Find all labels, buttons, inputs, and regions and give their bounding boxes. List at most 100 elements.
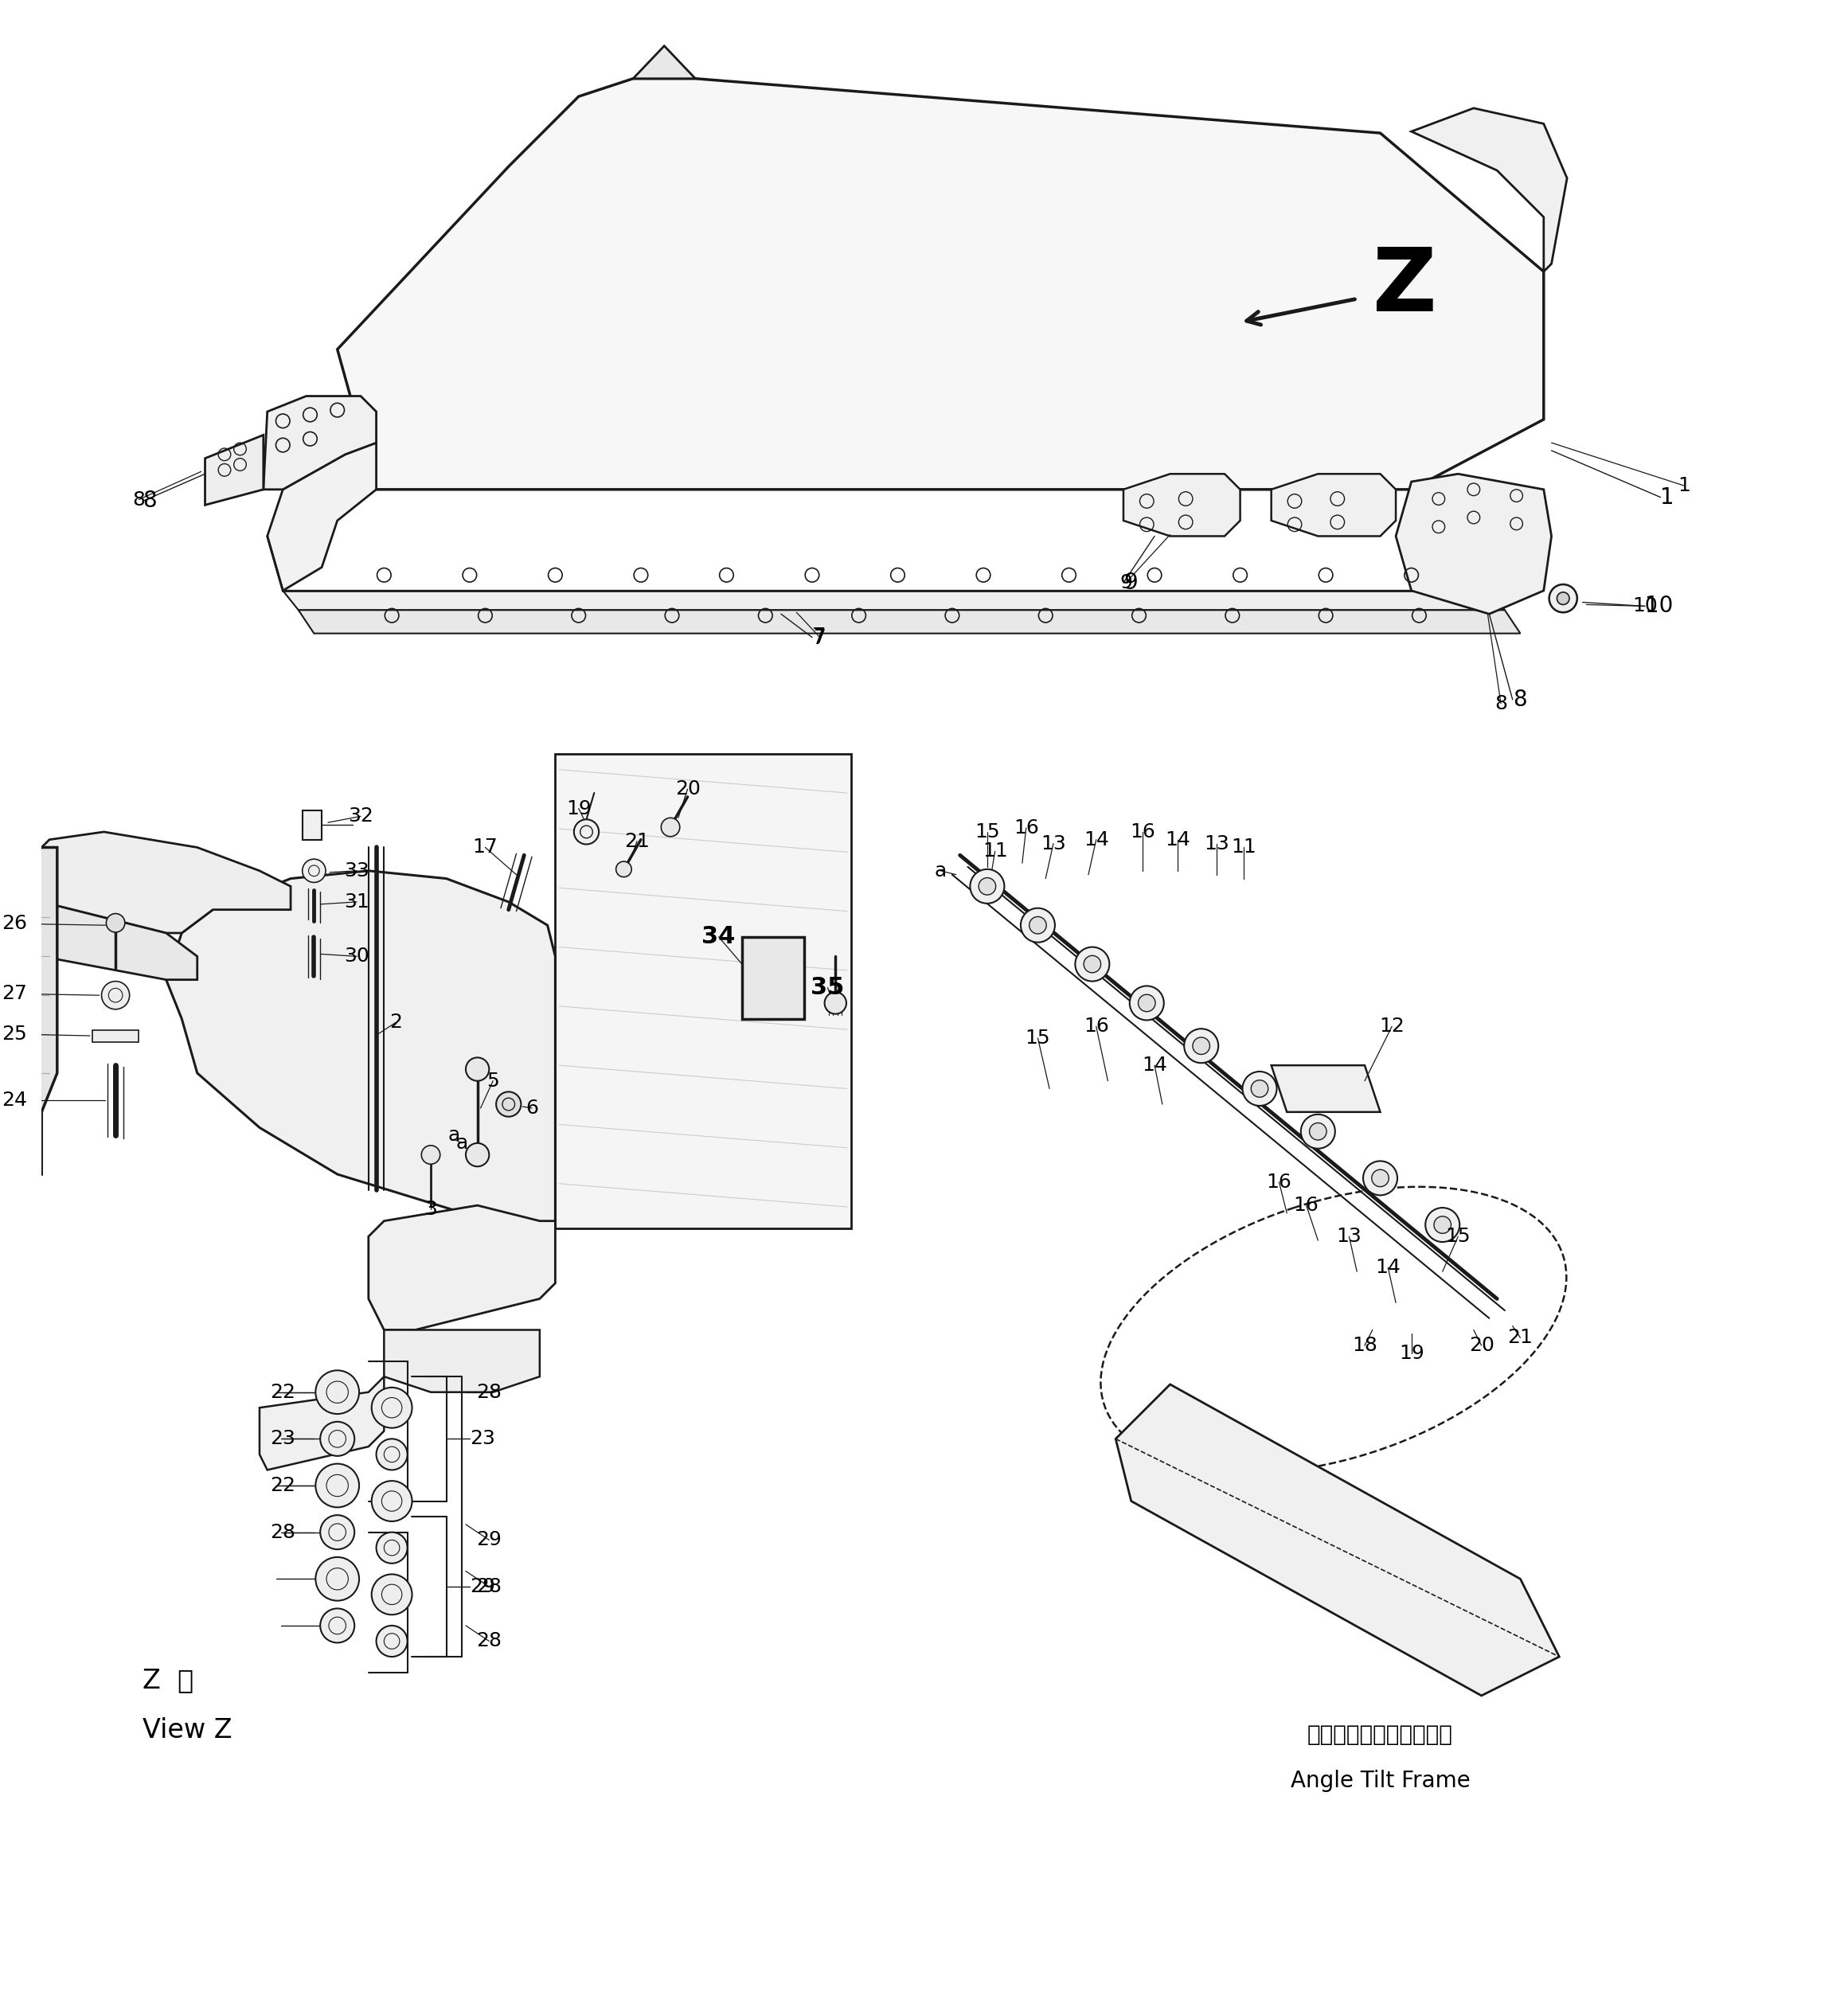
Text: 29: 29: [469, 1576, 495, 1596]
Text: 23: 23: [469, 1430, 495, 1448]
Polygon shape: [1271, 1066, 1380, 1112]
Text: 33: 33: [344, 861, 370, 879]
Polygon shape: [303, 809, 322, 839]
Text: 31: 31: [344, 893, 370, 911]
Text: 21: 21: [625, 831, 650, 851]
Circle shape: [105, 913, 126, 931]
Text: 2: 2: [390, 1014, 403, 1032]
Text: 32: 32: [347, 807, 373, 825]
Circle shape: [102, 981, 129, 1010]
Polygon shape: [743, 937, 804, 1020]
Text: 14: 14: [1083, 829, 1109, 849]
Polygon shape: [298, 611, 1521, 633]
Polygon shape: [1412, 108, 1567, 272]
Circle shape: [1434, 1216, 1451, 1234]
Text: a: a: [935, 861, 946, 879]
Text: 16: 16: [1013, 819, 1039, 837]
Polygon shape: [166, 871, 554, 1236]
Polygon shape: [554, 753, 852, 1228]
Polygon shape: [259, 1376, 384, 1470]
Text: 20: 20: [1469, 1336, 1495, 1354]
Polygon shape: [338, 78, 1543, 489]
Text: 28: 28: [477, 1576, 503, 1596]
Circle shape: [1556, 593, 1569, 605]
Text: 23: 23: [270, 1430, 296, 1448]
Circle shape: [970, 869, 1003, 903]
Text: 21: 21: [1508, 1328, 1534, 1348]
Text: 1: 1: [1678, 477, 1691, 495]
Polygon shape: [1124, 475, 1240, 537]
Text: 27: 27: [2, 983, 28, 1004]
Circle shape: [371, 1574, 412, 1614]
Text: 8: 8: [133, 491, 146, 509]
Circle shape: [979, 877, 996, 895]
Text: Z: Z: [1373, 244, 1436, 330]
Text: 12: 12: [1379, 1018, 1404, 1036]
Text: 11: 11: [983, 841, 1007, 861]
Text: View Z: View Z: [142, 1717, 233, 1745]
Text: 3: 3: [425, 1200, 438, 1220]
Circle shape: [1185, 1030, 1218, 1064]
Polygon shape: [384, 1330, 540, 1392]
Polygon shape: [26, 831, 290, 933]
Text: 15: 15: [974, 823, 1000, 841]
Circle shape: [316, 1556, 359, 1600]
Text: 18: 18: [1353, 1336, 1377, 1354]
Polygon shape: [368, 1206, 554, 1330]
Circle shape: [377, 1532, 407, 1564]
Polygon shape: [634, 46, 695, 78]
Text: Z  視: Z 視: [142, 1666, 194, 1693]
Polygon shape: [1271, 475, 1395, 537]
Text: 7: 7: [811, 627, 826, 649]
Text: 14: 14: [1142, 1056, 1168, 1076]
Circle shape: [320, 1514, 355, 1550]
Polygon shape: [92, 1030, 139, 1042]
Polygon shape: [1395, 475, 1552, 615]
Text: 29: 29: [477, 1530, 503, 1550]
Text: a: a: [456, 1134, 468, 1152]
Circle shape: [1029, 917, 1046, 933]
Circle shape: [1192, 1038, 1210, 1054]
Text: アングルチルトフレーム: アングルチルトフレーム: [1307, 1723, 1453, 1747]
Text: 9: 9: [1124, 571, 1138, 595]
Text: 20: 20: [675, 779, 700, 799]
Text: 6: 6: [525, 1098, 538, 1118]
Circle shape: [1364, 1162, 1397, 1196]
Circle shape: [377, 1626, 407, 1656]
Text: 22: 22: [270, 1476, 296, 1494]
Text: 26: 26: [2, 913, 28, 933]
Polygon shape: [0, 847, 57, 1112]
Text: 28: 28: [477, 1382, 503, 1402]
Circle shape: [377, 1438, 407, 1470]
Text: 35: 35: [811, 975, 845, 999]
Circle shape: [1251, 1080, 1268, 1098]
Text: 28: 28: [477, 1632, 503, 1650]
Text: 13: 13: [1040, 833, 1066, 853]
Text: 25: 25: [2, 1026, 28, 1044]
Text: 13: 13: [1336, 1228, 1362, 1246]
Text: 10: 10: [1645, 595, 1672, 617]
Circle shape: [1083, 955, 1101, 973]
Circle shape: [1301, 1114, 1334, 1148]
Circle shape: [1020, 907, 1055, 941]
Circle shape: [575, 819, 599, 845]
Circle shape: [316, 1370, 359, 1414]
Circle shape: [1371, 1170, 1390, 1186]
Text: a: a: [447, 1126, 460, 1146]
Text: 13: 13: [1205, 833, 1229, 853]
Circle shape: [1138, 995, 1155, 1012]
Circle shape: [466, 1058, 490, 1082]
Circle shape: [1425, 1208, 1460, 1242]
Text: 8: 8: [1495, 693, 1508, 713]
Circle shape: [1310, 1124, 1327, 1140]
Circle shape: [421, 1146, 440, 1164]
Circle shape: [320, 1422, 355, 1456]
Text: 19: 19: [565, 799, 591, 817]
Text: 16: 16: [1294, 1196, 1319, 1216]
Text: 17: 17: [473, 837, 497, 857]
Circle shape: [662, 817, 680, 837]
Circle shape: [1242, 1072, 1277, 1106]
Text: 7: 7: [813, 627, 826, 647]
Text: 1: 1: [1661, 487, 1674, 509]
Circle shape: [1129, 985, 1164, 1020]
